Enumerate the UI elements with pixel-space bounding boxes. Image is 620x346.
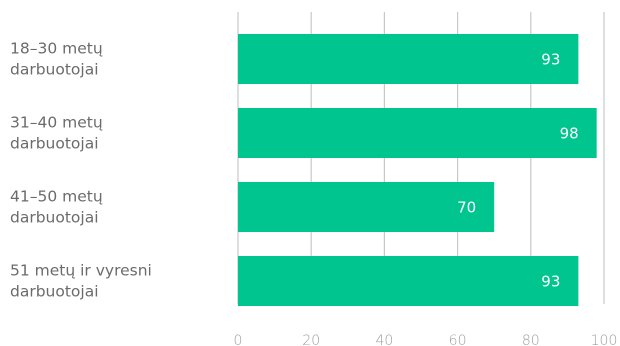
bars: 93 98 70 93	[238, 34, 597, 306]
x-tick-label: 80	[522, 333, 540, 346]
category-label: 31–40 metų	[10, 114, 103, 132]
category-labels: 18–30 metų darbuotojai 31–40 metų darbuotoj…	[10, 40, 152, 301]
category-label: darbuotojai	[10, 135, 99, 153]
x-tick-label: 60	[449, 333, 467, 346]
category-label: 41–50 metų	[10, 188, 103, 206]
category-label: 51 metų ir vyresni	[10, 262, 152, 280]
category-label: darbuotojai	[10, 283, 99, 301]
bar	[238, 108, 597, 158]
x-tick-label: 100	[591, 333, 618, 346]
category-label: 18–30 metų	[10, 40, 103, 58]
x-tick-labels: 0 20 40 60 80 100	[234, 333, 618, 346]
x-tick-label: 20	[302, 333, 320, 346]
data-label: 93	[541, 273, 560, 291]
x-tick-label: 40	[375, 333, 393, 346]
x-tick-label: 0	[234, 333, 243, 346]
category-label: darbuotojai	[10, 61, 99, 79]
bar	[238, 256, 579, 306]
data-label: 70	[457, 199, 476, 217]
data-label: 93	[541, 51, 560, 69]
data-label: 98	[560, 125, 579, 143]
bar	[238, 34, 579, 84]
bar	[238, 182, 495, 232]
category-label: darbuotojai	[10, 209, 99, 227]
